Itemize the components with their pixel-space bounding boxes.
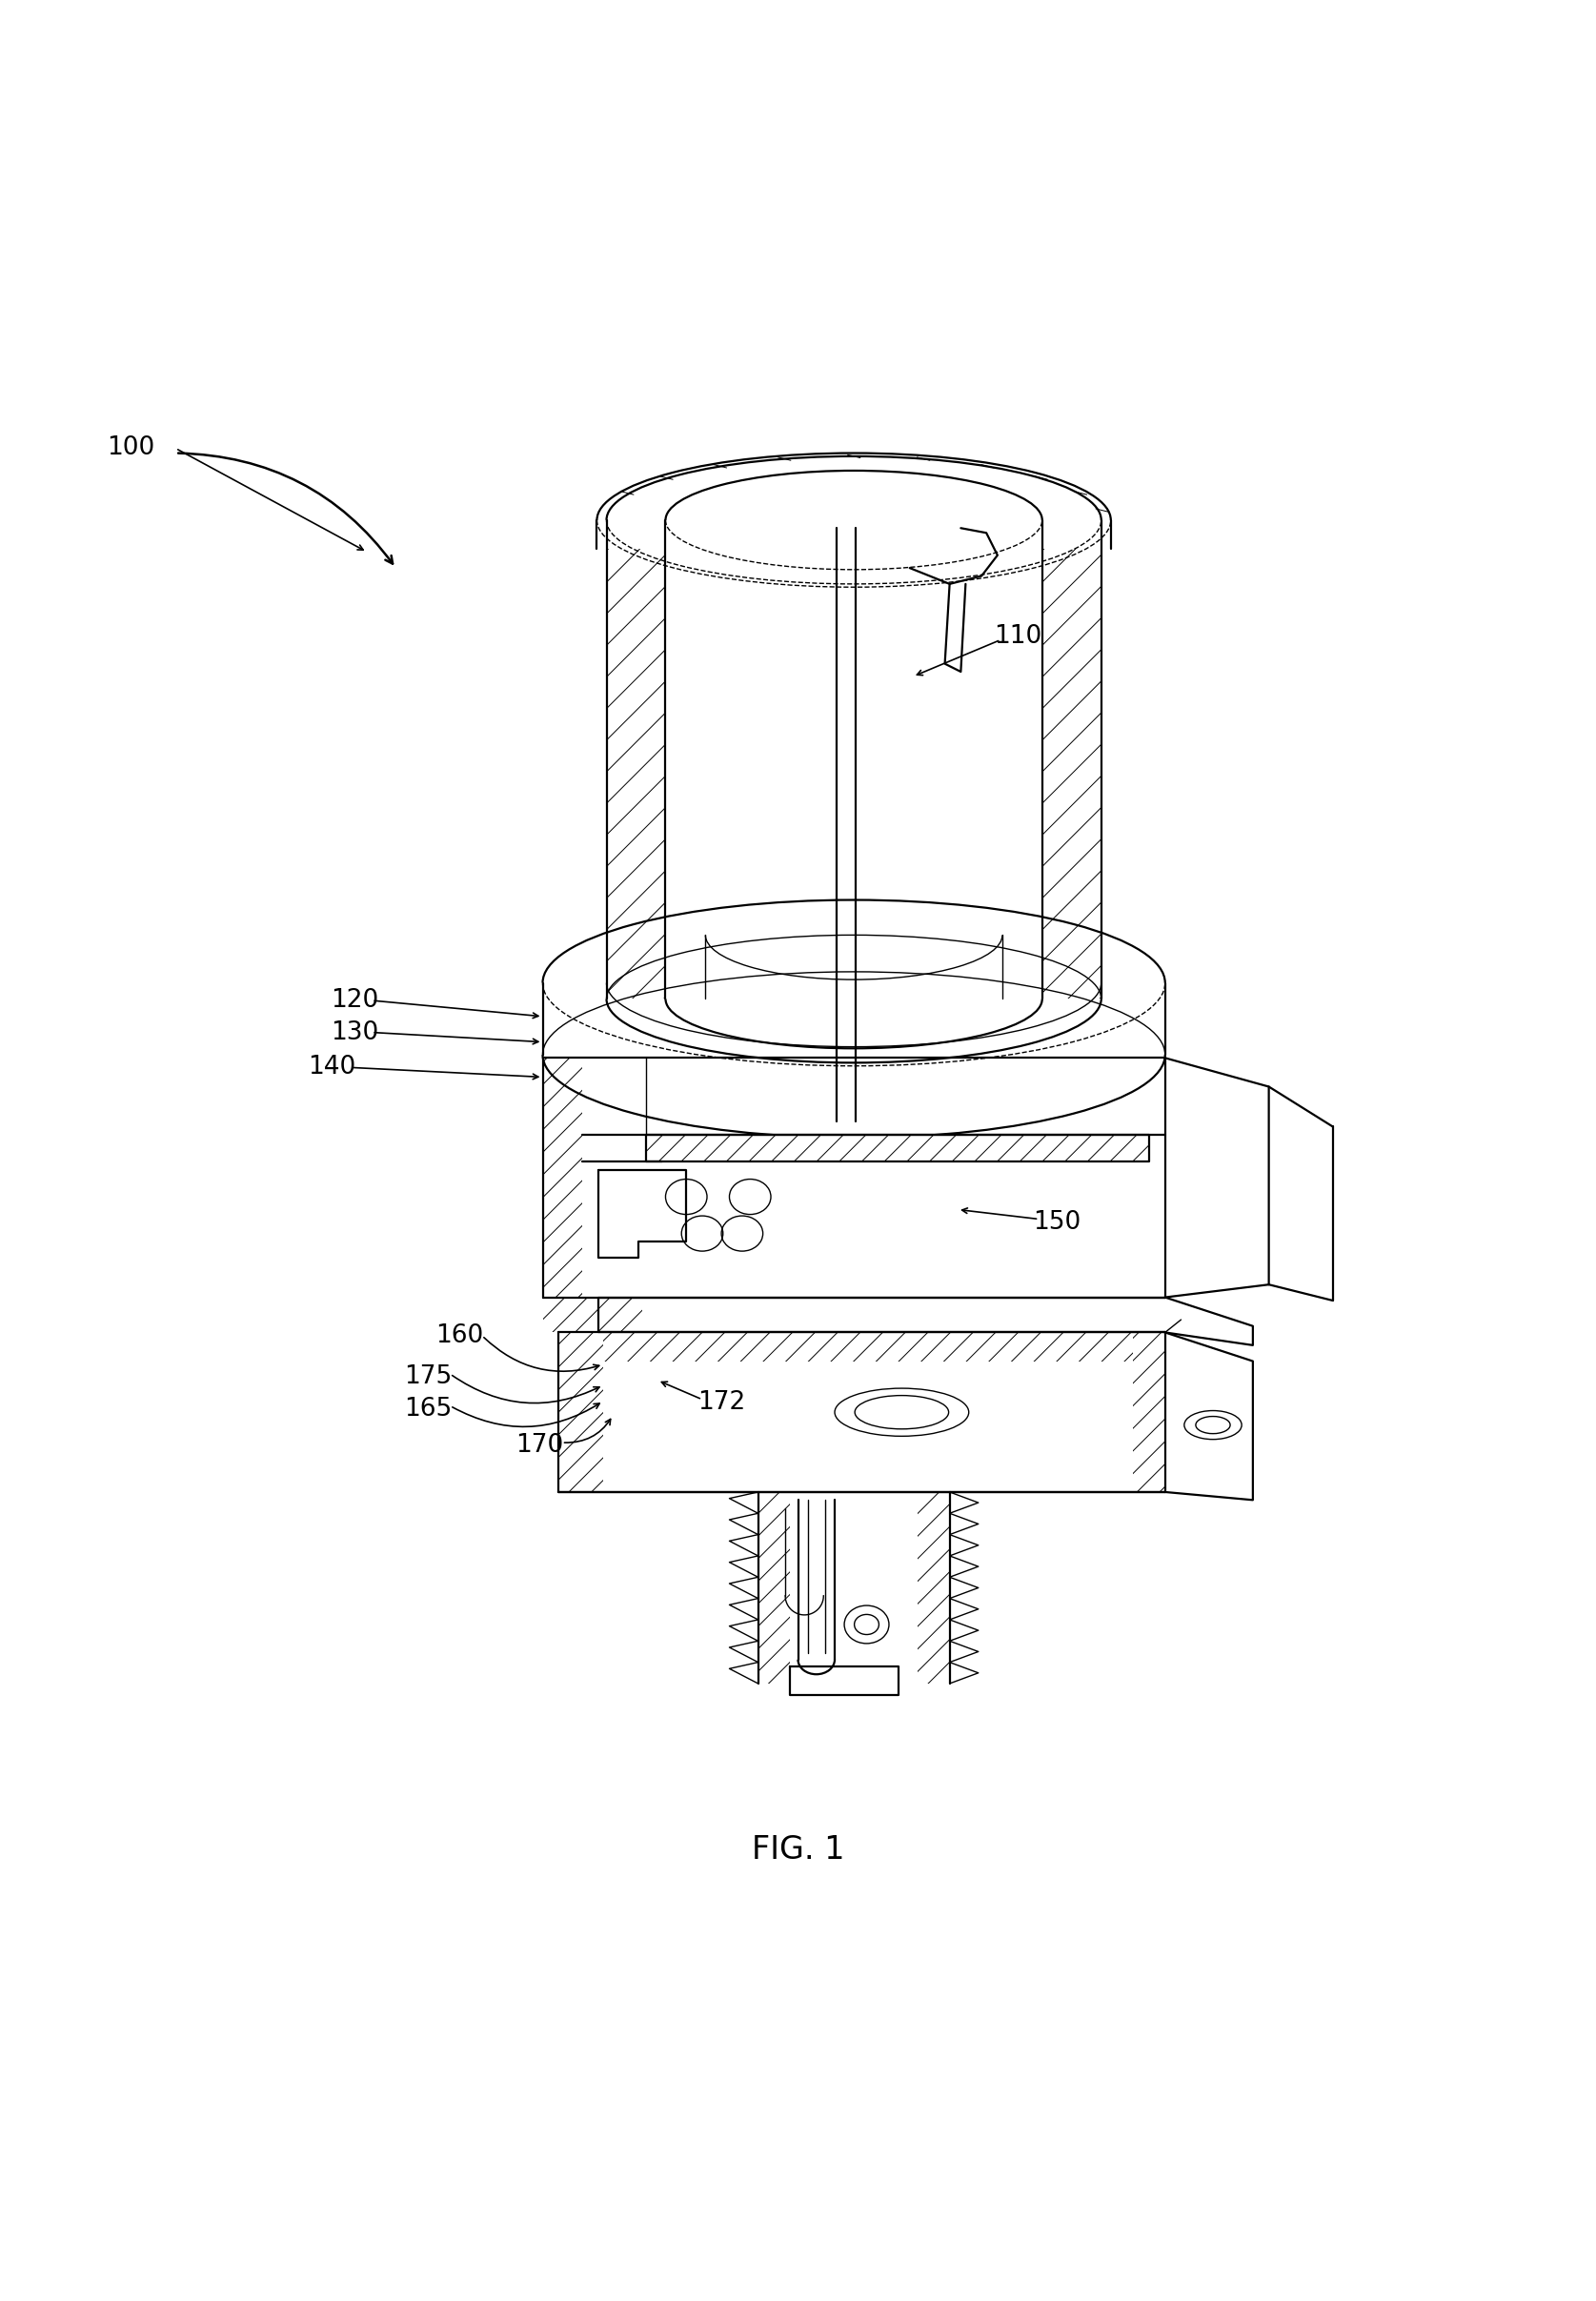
Polygon shape [646,1134,1149,1162]
Text: 110: 110 [994,624,1042,649]
Text: 160: 160 [436,1323,484,1348]
Text: 170: 170 [516,1434,563,1459]
Text: 100: 100 [107,435,155,460]
Text: 130: 130 [330,1019,378,1045]
Polygon shape [543,1058,1165,1298]
Text: 140: 140 [308,1056,356,1079]
Text: FIG. 1: FIG. 1 [752,1834,844,1866]
Text: 165: 165 [404,1397,452,1422]
Text: 120: 120 [330,987,378,1012]
Text: 150: 150 [1033,1210,1080,1236]
Text: 172: 172 [697,1390,745,1415]
Text: 175: 175 [404,1364,452,1390]
